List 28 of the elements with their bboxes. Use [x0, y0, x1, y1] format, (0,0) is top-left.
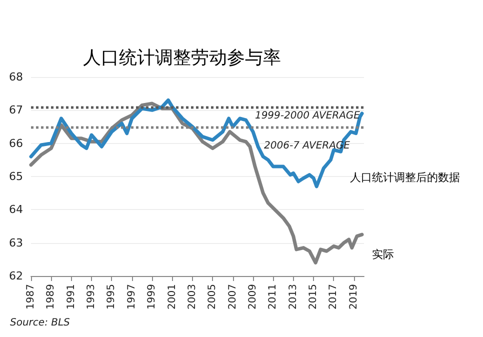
series-label: 人口统计调整后的数据 [350, 170, 460, 184]
x-tick-label: 1995 [106, 284, 118, 310]
y-tick-label: 63 [9, 236, 23, 250]
x-tick-label: 1997 [126, 284, 138, 310]
x-tick-label: 2009 [248, 284, 258, 310]
x-tick-label: 2003 [186, 284, 198, 310]
x-tick-label: 2017 [328, 284, 340, 310]
series-label: 实际 [372, 248, 394, 262]
x-tick-label: 2011 [268, 284, 279, 310]
chart-title: 人口统计调整劳动参与率 [83, 48, 281, 68]
x-tick-label: 2001 [166, 284, 178, 310]
x-tick-label: 2007 [227, 284, 238, 310]
y-tick-label: 66 [9, 136, 23, 150]
x-tick-label: 1993 [86, 284, 98, 310]
x-tick-label: 2019 [348, 284, 360, 310]
y-tick-label: 62 [9, 270, 23, 282]
y-tick-label: 64 [9, 203, 23, 216]
x-tick-label: 2005 [207, 284, 218, 310]
x-tick-label: 2015 [308, 284, 320, 310]
y-tick-label: 65 [9, 170, 23, 183]
y-tick-label: 67 [9, 104, 23, 117]
y-tick-label: 68 [9, 70, 23, 84]
x-tick-label: 2013 [288, 284, 299, 310]
x-tick-label: 1999 [146, 284, 158, 310]
x-tick-label: 1987 [26, 284, 36, 310]
x-tick-label: 1991 [66, 284, 77, 310]
source-note: Source: BLS [10, 318, 71, 328]
x-tick-label: 1989 [46, 284, 57, 310]
